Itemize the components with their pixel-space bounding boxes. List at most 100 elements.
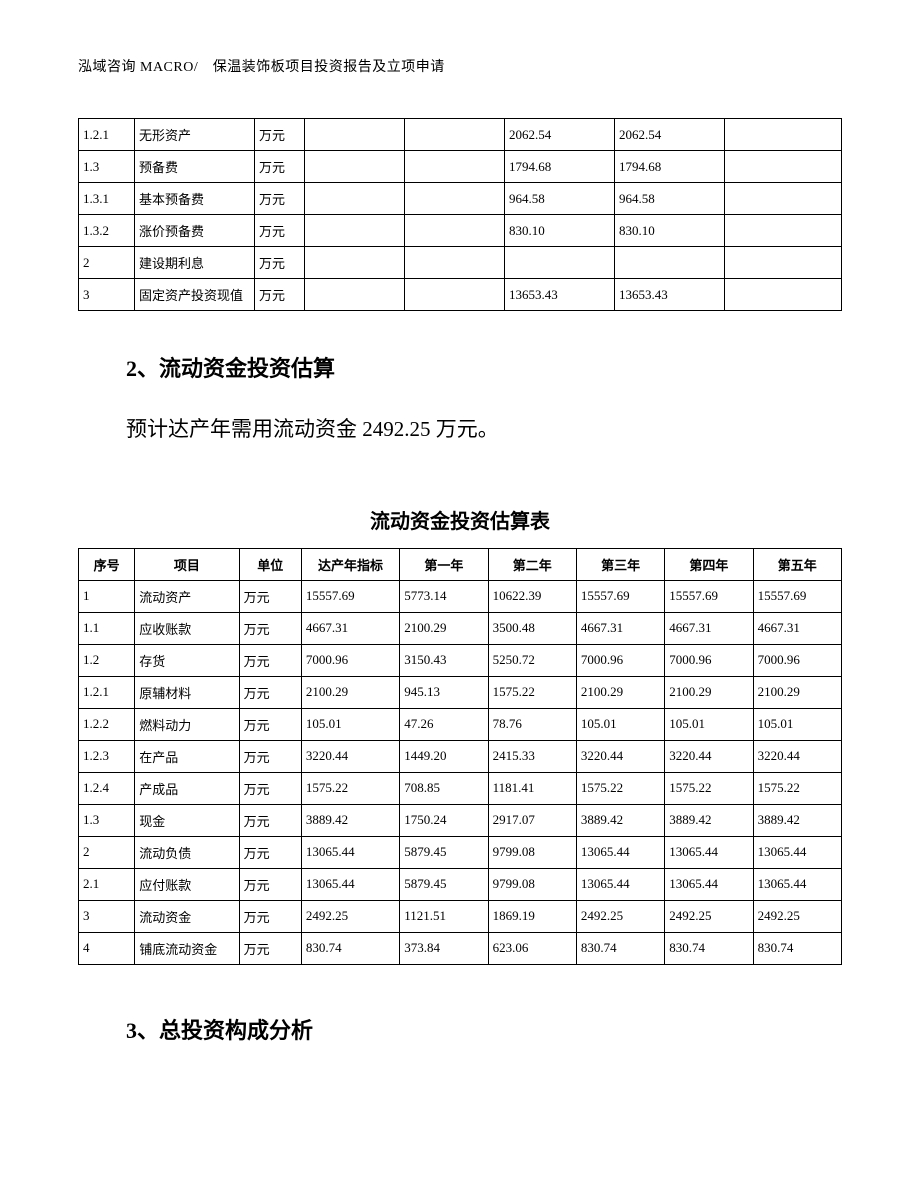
table-cell: 2100.29 [400,612,488,644]
table-cell: 5773.14 [400,580,488,612]
upper-table: 1.2.1无形资产万元2062.542062.541.3预备费万元1794.68… [78,118,842,311]
table-cell: 3220.44 [665,740,753,772]
table-cell: 3889.42 [753,804,841,836]
table-cell: 万元 [239,708,301,740]
table2-title: 流动资金投资估算表 [78,505,842,534]
table-cell: 应付账款 [135,868,239,900]
table-cell: 1575.22 [488,676,576,708]
table-cell: 1.3 [79,151,135,183]
table-cell: 2917.07 [488,804,576,836]
table-cell: 1750.24 [400,804,488,836]
table-cell [305,183,405,215]
section-2-heading: 2、流动资金投资估算 [126,351,842,383]
table-cell: 13065.44 [301,836,399,868]
table-cell: 964.58 [615,183,725,215]
table-cell: 964.58 [505,183,615,215]
table-cell: 7000.96 [301,644,399,676]
table-cell: 2 [79,836,135,868]
table-cell [305,151,405,183]
table-cell: 830.74 [753,932,841,964]
table-cell: 万元 [255,151,305,183]
table-cell: 应收账款 [135,612,239,644]
table-header-cell: 达产年指标 [301,548,399,580]
table-cell: 1449.20 [400,740,488,772]
table-cell [725,279,842,311]
table-cell: 3889.42 [301,804,399,836]
table-row: 1.2存货万元7000.963150.435250.727000.967000.… [79,644,842,676]
table-cell: 830.74 [576,932,664,964]
table-cell: 1575.22 [301,772,399,804]
table-cell: 1794.68 [615,151,725,183]
table-cell: 5879.45 [400,836,488,868]
table-cell: 78.76 [488,708,576,740]
table-cell: 无形资产 [135,119,255,151]
table-header-cell: 单位 [239,548,301,580]
table-cell: 万元 [239,644,301,676]
table-cell: 105.01 [753,708,841,740]
table-cell: 2492.25 [301,900,399,932]
table-cell: 3220.44 [576,740,664,772]
table-cell: 万元 [239,740,301,772]
table-cell: 2100.29 [665,676,753,708]
table-cell: 13065.44 [665,868,753,900]
table-cell: 原辅材料 [135,676,239,708]
table-cell: 2 [79,247,135,279]
table-cell: 1121.51 [400,900,488,932]
table-cell [405,215,505,247]
table-cell [305,279,405,311]
table-cell: 830.10 [615,215,725,247]
table-header-cell: 第四年 [665,548,753,580]
table-cell: 15557.69 [753,580,841,612]
table-row: 1.3现金万元3889.421750.242917.073889.423889.… [79,804,842,836]
table-cell: 万元 [239,804,301,836]
table-cell: 铺底流动资金 [135,932,239,964]
table-cell: 3500.48 [488,612,576,644]
table-cell: 万元 [239,868,301,900]
table-cell: 13653.43 [505,279,615,311]
table-header-cell: 第一年 [400,548,488,580]
table-cell: 1.2.4 [79,772,135,804]
table-cell: 2415.33 [488,740,576,772]
table-cell: 2100.29 [753,676,841,708]
table-cell: 万元 [239,612,301,644]
table-cell: 万元 [255,215,305,247]
table-cell: 万元 [255,279,305,311]
table-cell: 燃料动力 [135,708,239,740]
table-cell: 4667.31 [665,612,753,644]
table-cell [725,151,842,183]
table-row: 2建设期利息万元 [79,247,842,279]
table-cell [505,247,615,279]
table-cell: 1.2 [79,644,135,676]
table-cell: 830.74 [665,932,753,964]
table-cell: 3 [79,900,135,932]
table-cell: 1.2.3 [79,740,135,772]
table-cell [305,119,405,151]
table-cell: 13065.44 [753,868,841,900]
table-cell: 4667.31 [753,612,841,644]
table-cell: 2492.25 [753,900,841,932]
table-cell: 1575.22 [576,772,664,804]
table-cell: 105.01 [301,708,399,740]
table-cell: 2.1 [79,868,135,900]
table-cell: 2100.29 [576,676,664,708]
table-cell: 945.13 [400,676,488,708]
table-cell: 万元 [239,772,301,804]
table-cell: 2492.25 [665,900,753,932]
table-cell: 105.01 [665,708,753,740]
table-cell: 13653.43 [615,279,725,311]
table-cell: 5879.45 [400,868,488,900]
table-cell: 2492.25 [576,900,664,932]
table-cell: 373.84 [400,932,488,964]
table-cell: 1794.68 [505,151,615,183]
table-cell: 流动负债 [135,836,239,868]
table-cell: 万元 [239,676,301,708]
table-row: 1.2.4产成品万元1575.22708.851181.411575.22157… [79,772,842,804]
table-cell: 13065.44 [301,868,399,900]
table-cell [405,183,505,215]
table-cell: 708.85 [400,772,488,804]
table-header-cell: 第三年 [576,548,664,580]
table-cell: 9799.08 [488,836,576,868]
table-cell [305,215,405,247]
table-row: 1.2.1无形资产万元2062.542062.54 [79,119,842,151]
table-cell [405,279,505,311]
